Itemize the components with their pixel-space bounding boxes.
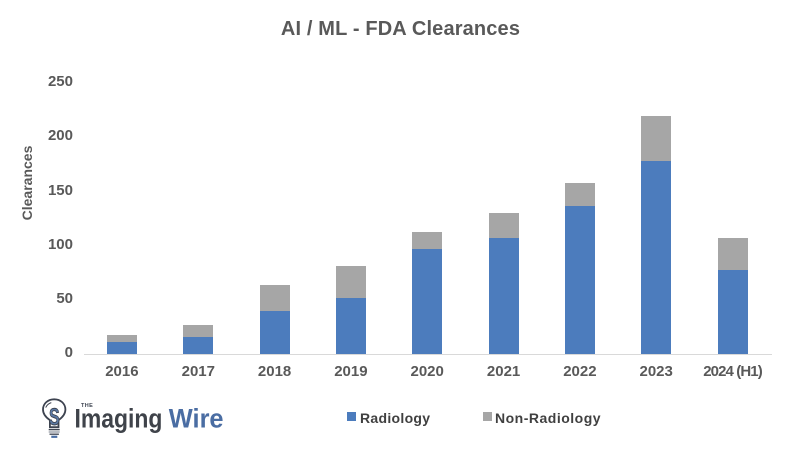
svg-text:THE: THE xyxy=(81,403,93,409)
svg-text:Imaging: Imaging xyxy=(75,404,163,434)
svg-text:S: S xyxy=(49,405,60,431)
svg-text:Wire: Wire xyxy=(169,403,224,434)
